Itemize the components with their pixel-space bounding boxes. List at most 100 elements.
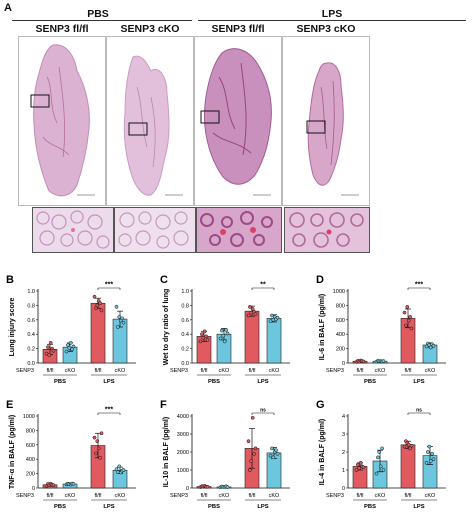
data-point — [222, 339, 227, 344]
data-point — [200, 332, 204, 337]
zoom-pbs-cko — [114, 207, 196, 253]
panel-a-letter: A — [4, 2, 12, 14]
y-tick-label: 600 — [26, 443, 35, 449]
y-tick-label: 1000 — [333, 289, 345, 295]
data-point — [356, 462, 360, 467]
zoom-lps-cko — [284, 207, 370, 253]
data-point — [427, 444, 432, 449]
data-point — [46, 345, 50, 350]
significance-label: *** — [105, 282, 113, 289]
x-tick-label: fl/fl — [404, 368, 411, 374]
data-point — [402, 444, 407, 449]
group-label-lps: LPS — [257, 504, 268, 510]
data-point — [424, 344, 429, 349]
y-tick-label: 3000 — [177, 432, 189, 438]
x-tick-label: cKO — [65, 493, 76, 499]
y-tick-label: 0.8 — [181, 303, 189, 309]
data-point — [218, 336, 223, 341]
group-label-lps: LPS — [413, 379, 424, 385]
data-point — [67, 346, 72, 350]
inset-box — [128, 122, 148, 136]
x-tick-label: fl/fl — [46, 493, 53, 499]
data-point — [274, 448, 278, 453]
y-tick-label: 4 — [342, 414, 345, 420]
group-label-pbs: PBS — [208, 379, 220, 385]
x-tick-label: fl/fl — [404, 493, 411, 499]
y-axis-label: IL-10 in BALF (pg/ml) — [163, 417, 170, 487]
data-point — [92, 294, 97, 299]
y-tick-label: 200 — [26, 472, 35, 478]
bar — [266, 318, 282, 364]
y-tick-label: 800 — [26, 428, 35, 434]
group-label-pbs: PBS — [208, 504, 220, 510]
x-tick-label: fl/fl — [94, 493, 101, 499]
y-tick-label: 0.0 — [181, 361, 189, 367]
data-point — [94, 306, 98, 311]
data-point — [246, 313, 251, 318]
alveoli-lps-flfl — [200, 211, 273, 247]
data-point — [275, 315, 280, 320]
inset-box — [30, 94, 50, 108]
senp3-row-label: SENP3 — [326, 368, 344, 374]
data-point — [66, 343, 70, 347]
group-label-pbs: PBS — [364, 379, 376, 385]
data-point — [250, 415, 255, 420]
data-point — [44, 351, 49, 356]
data-point — [202, 329, 207, 334]
alveoli-lps-cko — [289, 212, 364, 248]
y-tick-label: 1000 — [177, 468, 189, 474]
data-point — [94, 451, 98, 456]
group-label-lps: LPS — [103, 504, 114, 510]
group-label-lps: LPS — [103, 379, 114, 385]
lung-section-pbs-cko — [123, 55, 183, 196]
data-point — [424, 460, 429, 465]
data-point — [220, 328, 224, 333]
y-tick-label: 1.0 — [181, 289, 189, 295]
data-point — [120, 316, 124, 321]
data-point — [51, 483, 56, 488]
data-point — [121, 320, 126, 325]
data-point — [64, 349, 69, 354]
x-tick-label: fl/fl — [356, 368, 363, 374]
data-point — [70, 347, 74, 352]
data-point — [99, 431, 104, 436]
y-tick-label: 2000 — [177, 450, 189, 456]
data-point — [381, 359, 386, 363]
data-point — [404, 323, 408, 328]
x-tick-label: fl/fl — [200, 493, 207, 499]
data-point — [92, 435, 97, 440]
data-point — [198, 339, 203, 344]
x-tick-label: cKO — [219, 368, 230, 374]
y-tick-label: 1 — [342, 468, 345, 474]
alveoli-pbs-cko — [118, 211, 189, 249]
column-label-lps-cko: SENP3 cKO — [296, 23, 356, 35]
group-label-pbs: PBS — [54, 504, 66, 510]
lung-section-pbs-flfl — [30, 44, 95, 197]
y-tick-label: 400 — [26, 457, 35, 463]
column-label-pbs-cko: SENP3 cKO — [120, 23, 180, 35]
significance-label: ns — [260, 408, 266, 414]
y-axis-label: Wet to dry ratio of lung — [163, 289, 170, 365]
data-point — [96, 446, 101, 451]
y-tick-label: 1.0 — [27, 289, 35, 295]
zoom-lps-flfl — [196, 207, 282, 253]
bar — [400, 444, 416, 489]
group-label-lps: LPS — [257, 379, 268, 385]
data-point — [357, 466, 362, 471]
column-label-pbs-flfl: SENP3 fl/fl — [35, 23, 89, 35]
y-tick-label: 0.4 — [181, 332, 189, 338]
data-point — [246, 439, 251, 444]
x-tick-label: cKO — [425, 493, 436, 499]
data-point — [98, 301, 102, 306]
data-point — [117, 315, 122, 319]
data-point — [426, 450, 430, 454]
lung-section-lps-cko — [306, 62, 359, 196]
y-tick-label: 200 — [336, 347, 345, 353]
bar — [244, 310, 260, 364]
group-label-lps: LPS — [321, 8, 343, 20]
panel-f-letter: F — [160, 399, 167, 411]
data-point — [201, 335, 206, 340]
data-point — [268, 319, 273, 324]
x-tick-label: fl/fl — [248, 368, 255, 374]
y-axis-label: IL-4 in BALF (pg/ml) — [319, 419, 326, 486]
